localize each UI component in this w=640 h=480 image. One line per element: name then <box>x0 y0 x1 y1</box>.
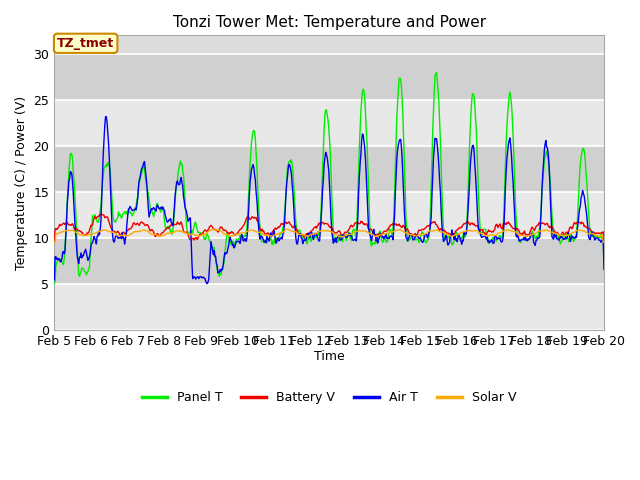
Panel T <box>433 70 440 75</box>
Panel T <box>600 262 608 268</box>
Air T <box>600 267 608 273</box>
Air T <box>397 144 405 150</box>
Battery V <box>51 240 58 245</box>
Solar V <box>51 240 58 245</box>
Title: Tonzi Tower Met: Temperature and Power: Tonzi Tower Met: Temperature and Power <box>173 15 486 30</box>
Air T <box>413 233 421 239</box>
Text: TZ_tmet: TZ_tmet <box>57 37 115 50</box>
Battery V <box>203 228 211 234</box>
Line: Panel T: Panel T <box>54 72 604 284</box>
Air T <box>173 178 181 184</box>
Line: Solar V: Solar V <box>54 229 604 242</box>
Bar <box>54 192 604 238</box>
Battery V <box>173 219 181 225</box>
Battery V <box>118 231 125 237</box>
Solar V <box>173 228 180 234</box>
Panel T <box>412 238 420 243</box>
Solar V <box>283 226 291 232</box>
Bar <box>54 284 604 330</box>
Battery V <box>600 240 608 245</box>
X-axis label: Time: Time <box>314 350 344 363</box>
Solar V <box>202 231 209 237</box>
Air T <box>60 251 68 257</box>
Air T <box>204 281 211 287</box>
Y-axis label: Temperature (C) / Power (V): Temperature (C) / Power (V) <box>15 96 28 270</box>
Bar <box>54 238 604 284</box>
Panel T <box>117 214 125 219</box>
Bar <box>54 54 604 100</box>
Solar V <box>413 233 420 239</box>
Panel T <box>173 181 180 187</box>
Air T <box>51 277 58 283</box>
Bar <box>54 100 604 146</box>
Solar V <box>397 227 404 232</box>
Solar V <box>60 229 68 235</box>
Line: Air T: Air T <box>54 117 604 284</box>
Air T <box>102 114 110 120</box>
Panel T <box>396 75 404 81</box>
Battery V <box>397 224 404 229</box>
Solar V <box>117 233 125 239</box>
Battery V <box>413 232 420 238</box>
Battery V <box>60 221 68 227</box>
Panel T <box>202 237 209 242</box>
Air T <box>203 280 211 286</box>
Legend: Panel T, Battery V, Air T, Solar V: Panel T, Battery V, Air T, Solar V <box>137 386 521 409</box>
Bar <box>54 146 604 192</box>
Battery V <box>97 211 104 217</box>
Solar V <box>600 240 608 245</box>
Panel T <box>60 256 68 262</box>
Air T <box>118 236 125 241</box>
Panel T <box>51 281 58 287</box>
Line: Battery V: Battery V <box>54 214 604 242</box>
